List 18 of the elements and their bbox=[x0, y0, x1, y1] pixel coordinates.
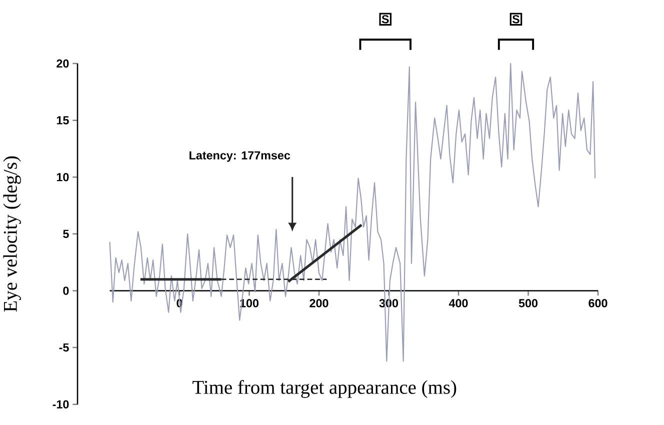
x-tick-label: 300 bbox=[379, 299, 398, 308]
annotation: Latency: 177msec bbox=[190, 151, 290, 162]
y-axis-title: Eye velocity (deg/s) bbox=[3, 156, 21, 312]
y-tick-label: 0 bbox=[63, 286, 69, 295]
x-axis-title: Time from target appearance (ms) bbox=[192, 380, 456, 398]
y-tick-label: 20 bbox=[56, 60, 69, 68]
x-tick-label: 100 bbox=[240, 299, 259, 308]
x-tick-label: 500 bbox=[518, 299, 538, 308]
x-tick-label: 200 bbox=[310, 299, 328, 308]
x-tick-label: 600 bbox=[588, 299, 608, 308]
y-tick-label: -5 bbox=[59, 344, 69, 352]
x-tick-label: 400 bbox=[448, 299, 468, 308]
y-tick-label: 10 bbox=[56, 173, 69, 182]
y-tick-label: 5 bbox=[63, 230, 69, 238]
text: S bbox=[382, 15, 389, 24]
y-tick-label: -10 bbox=[52, 400, 69, 409]
y-tick-label: 15 bbox=[56, 116, 69, 124]
text: S bbox=[512, 15, 520, 24]
